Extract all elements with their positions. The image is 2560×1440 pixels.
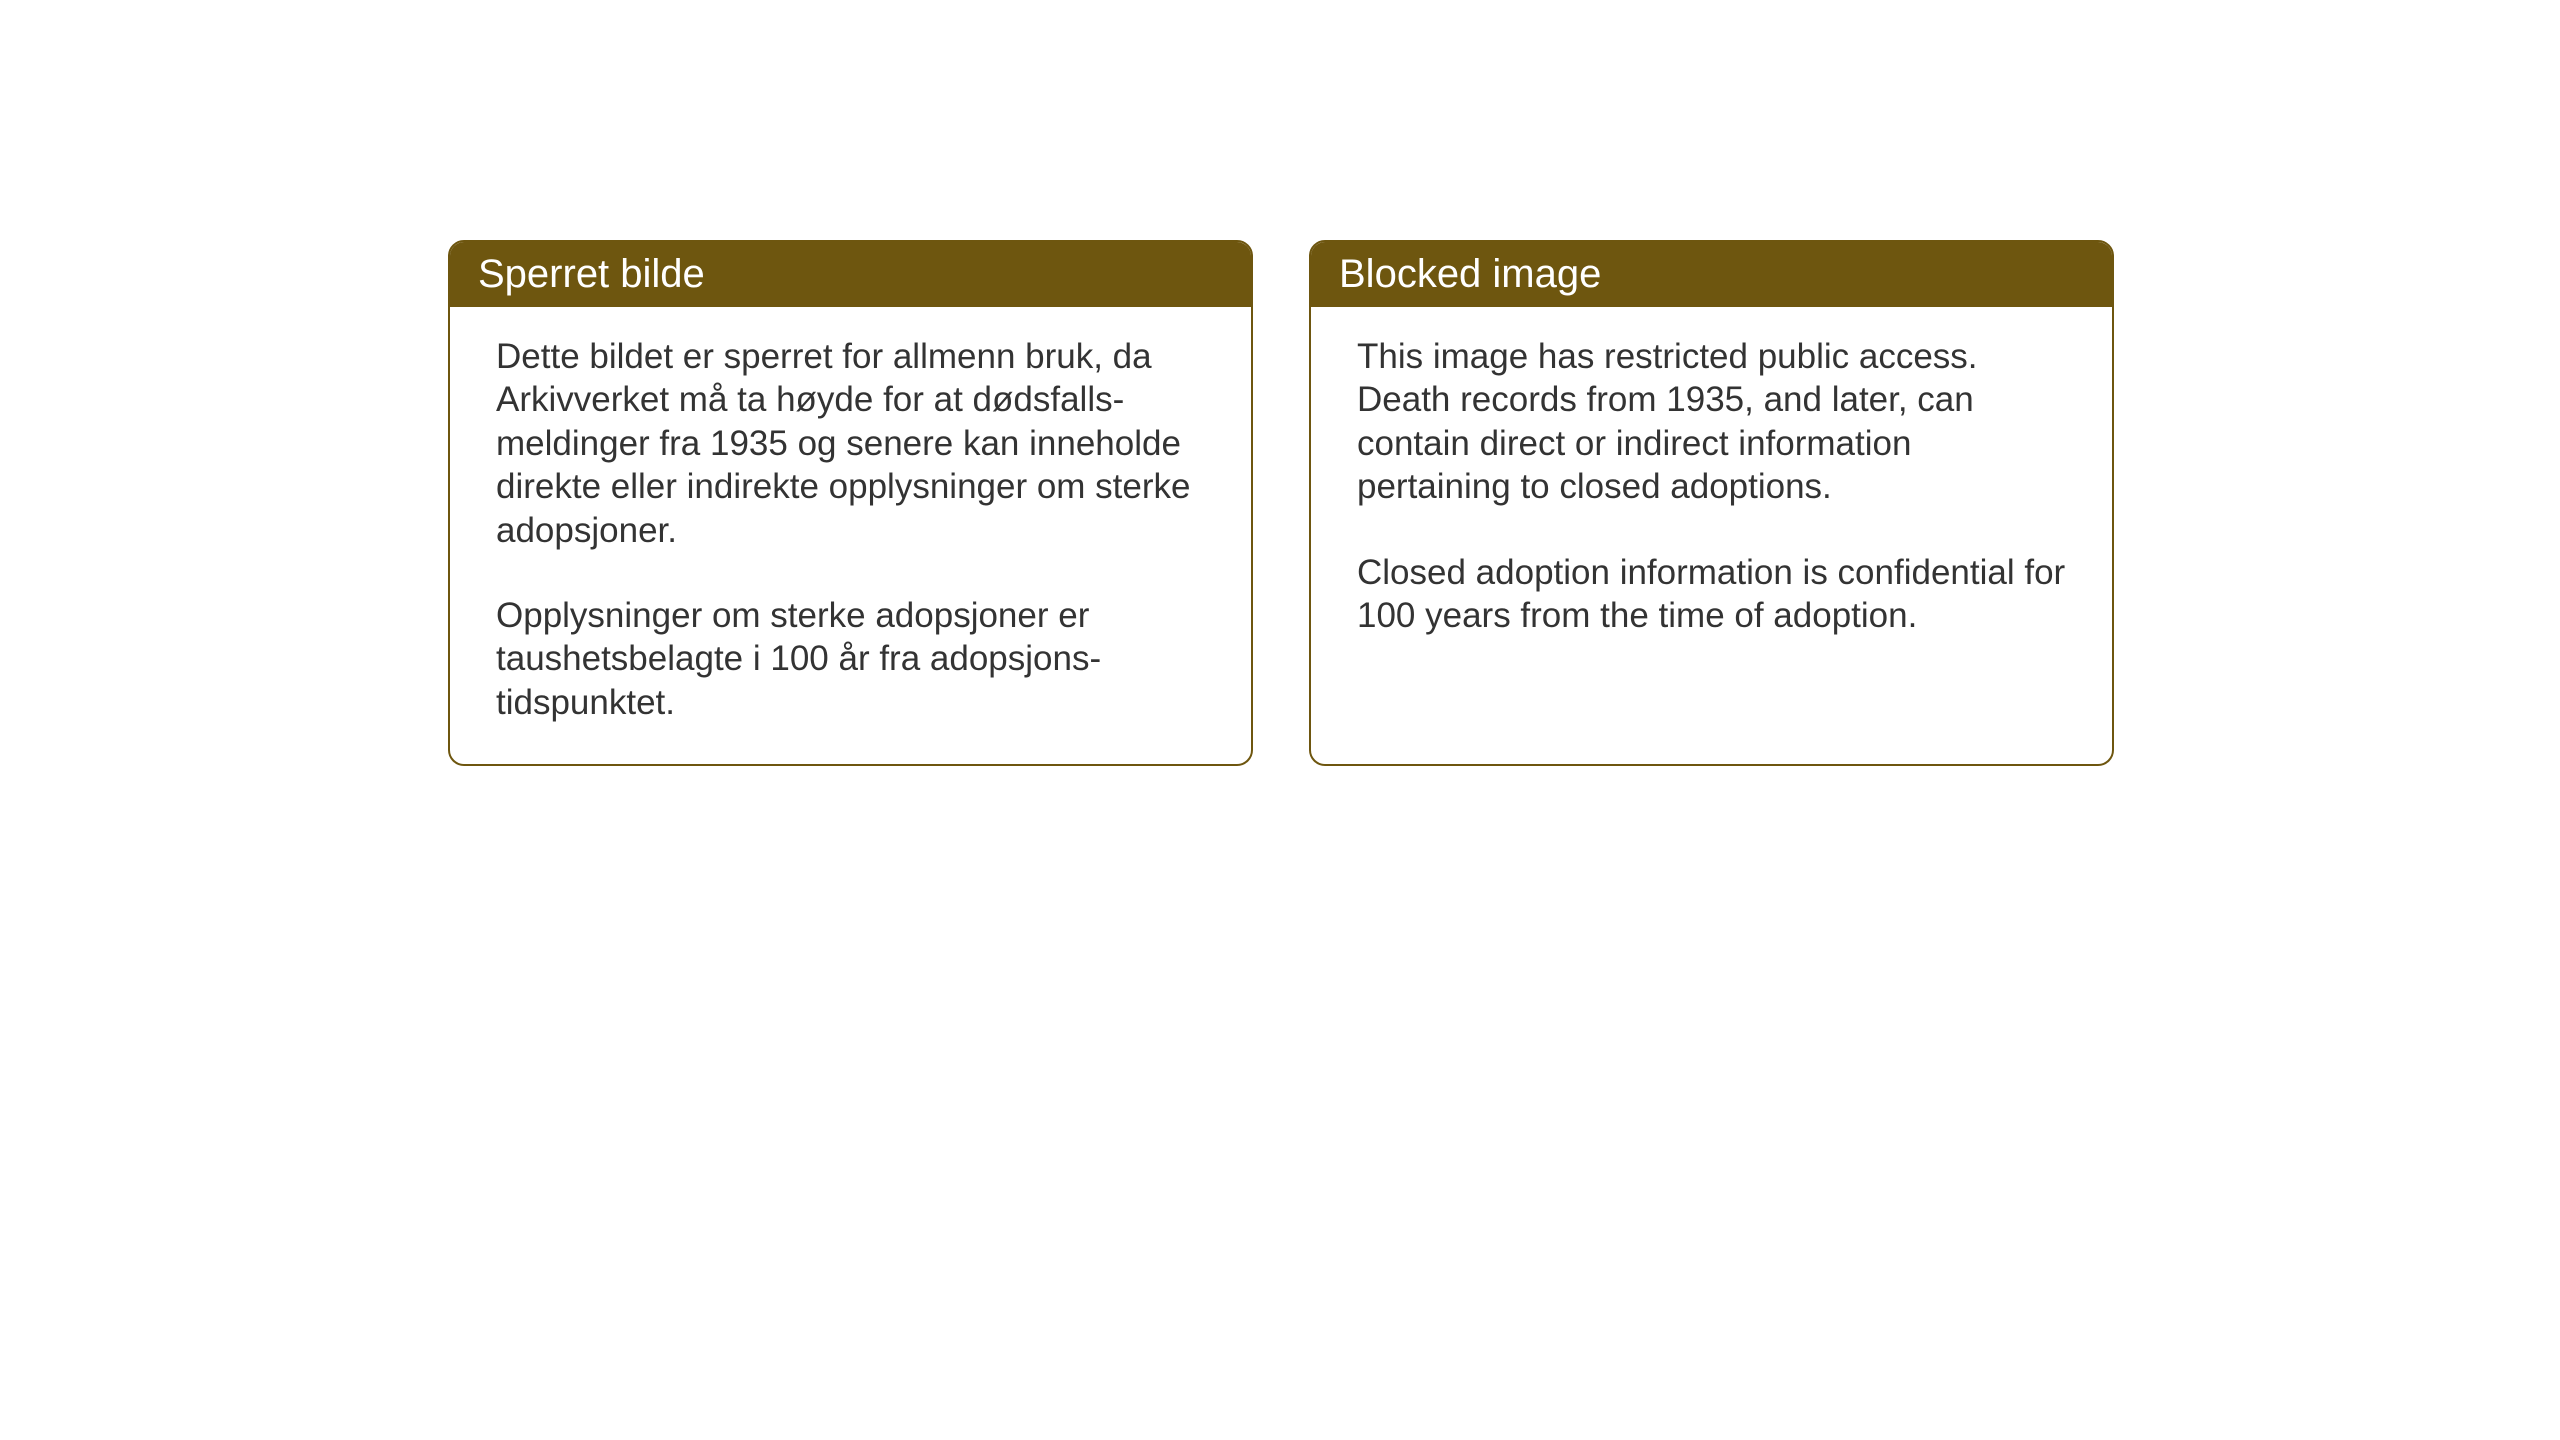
card-english: Blocked image This image has restricted … xyxy=(1309,240,2114,766)
card-body-norwegian: Dette bildet er sperret for allmenn bruk… xyxy=(450,307,1251,764)
paragraph-norwegian-1: Dette bildet er sperret for allmenn bruk… xyxy=(496,335,1205,552)
card-header-norwegian: Sperret bilde xyxy=(450,242,1251,307)
paragraph-norwegian-2: Opplysninger om sterke adopsjoner er tau… xyxy=(496,594,1205,724)
card-header-english: Blocked image xyxy=(1311,242,2112,307)
cards-container: Sperret bilde Dette bildet er sperret fo… xyxy=(448,240,2114,766)
paragraph-english-2: Closed adoption information is confident… xyxy=(1357,551,2066,638)
card-norwegian: Sperret bilde Dette bildet er sperret fo… xyxy=(448,240,1253,766)
paragraph-english-1: This image has restricted public access.… xyxy=(1357,335,2066,509)
card-body-english: This image has restricted public access.… xyxy=(1311,307,2112,677)
